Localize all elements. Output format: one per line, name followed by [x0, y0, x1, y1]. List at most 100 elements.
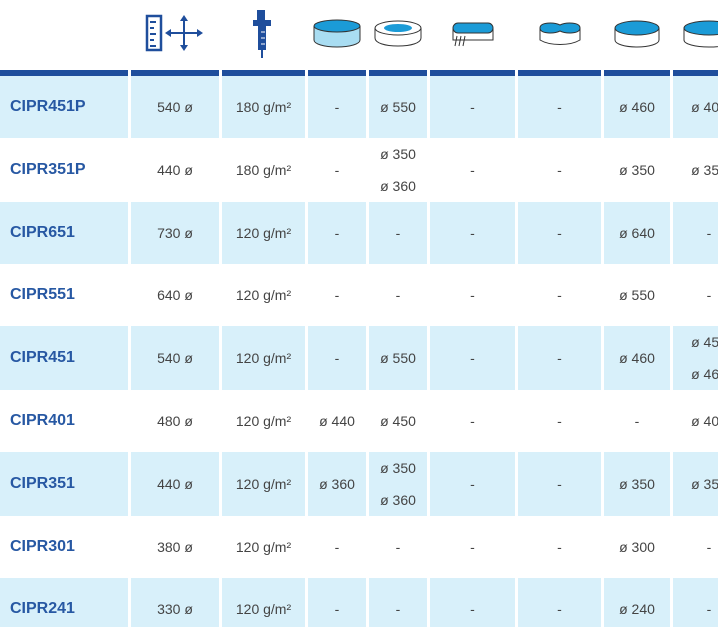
compat-cell: -	[430, 202, 515, 264]
compat-value: -	[706, 539, 712, 555]
compat-value: -	[334, 225, 340, 241]
compat-cell: ø 350	[673, 138, 718, 202]
compat-cell: -	[604, 390, 670, 452]
oval-steel-pool-icon	[430, 0, 515, 76]
table-row: CIPR351 440 ø 120 g/m² ø 360 ø 350 ø 360 - - ø…	[0, 452, 718, 516]
compat-cell: -	[518, 452, 601, 516]
compat-value: -	[557, 539, 562, 555]
size-cell: 330 ø	[131, 578, 219, 627]
compat-cell: -	[518, 516, 601, 578]
compat-value: -	[334, 287, 340, 303]
compat-value: -	[395, 601, 401, 617]
weight-cell: 180 g/m²	[235, 162, 292, 178]
compat-value: -	[395, 287, 401, 303]
product-code: CIPR351	[0, 452, 128, 516]
size-cell: 480 ø	[157, 413, 193, 429]
compat-value: ø 440	[319, 413, 355, 429]
weight-cell: 120 g/m²	[235, 539, 292, 555]
compat-value: ø 550	[380, 99, 416, 115]
compat-cell: ø 460	[604, 76, 670, 138]
compat-value: -	[557, 476, 562, 492]
compat-cell: ø 550	[369, 76, 427, 138]
size-cell: 440 ø	[131, 452, 219, 516]
table-row: CIPR401 480 ø 120 g/m² ø 440 ø 450 - - - ø 400	[0, 390, 718, 452]
compat-cell: -	[518, 138, 601, 202]
compat-cell: -	[430, 138, 515, 202]
compat-cell: ø 450 ø 460	[673, 326, 718, 390]
weight-cell: 120 g/m²	[222, 326, 305, 390]
compat-value: -	[557, 601, 562, 617]
compat-value: -	[470, 413, 475, 429]
compat-value: -	[470, 225, 475, 241]
compat-cell: -	[430, 452, 515, 516]
compat-value: -	[334, 99, 340, 115]
compat-value: ø 460	[691, 366, 718, 382]
compat-cell: ø 550	[369, 326, 427, 390]
compat-value: ø 360	[380, 178, 416, 194]
table-row: CIPR241 330 ø 120 g/m² - - - - ø 240 -	[0, 578, 718, 627]
compat-value: -	[706, 225, 712, 241]
compat-value: ø 400	[691, 99, 718, 115]
compat-cell: -	[673, 578, 718, 627]
figure-eight-pool-icon	[518, 0, 601, 76]
compat-value: -	[334, 539, 340, 555]
compat-value: -	[706, 601, 712, 617]
compat-cell: -	[369, 264, 427, 326]
compat-value: ø 460	[619, 350, 655, 366]
compat-value: -	[470, 99, 475, 115]
compat-cell: ø 350	[604, 452, 670, 516]
header-code	[0, 0, 128, 76]
product-code: CIPR651	[0, 202, 128, 264]
weight-cell: 120 g/m²	[222, 452, 305, 516]
compat-value: ø 350	[691, 162, 718, 178]
compat-cell: -	[518, 390, 601, 452]
product-code: CIPR241	[0, 578, 128, 627]
compat-value: ø 360	[319, 476, 355, 492]
size-cell: 540 ø	[131, 76, 219, 138]
compat-value: ø 450	[380, 413, 416, 429]
compat-cell: ø 360	[308, 452, 366, 516]
round-pool-icon	[673, 0, 718, 76]
size-cell: 640 ø	[157, 287, 193, 303]
product-code: CIPR401	[10, 412, 75, 429]
compat-value: -	[395, 539, 401, 555]
compat-cell: ø 460	[604, 326, 670, 390]
compat-value: -	[470, 162, 475, 178]
compat-cell: -	[430, 390, 515, 452]
product-code: CIPR451	[0, 326, 128, 390]
compat-cell: -	[430, 264, 515, 326]
compat-value: ø 400	[691, 413, 718, 429]
weight-cell: 120 g/m²	[235, 413, 292, 429]
compat-cell: -	[518, 578, 601, 627]
compat-value: ø 640	[619, 225, 655, 241]
compat-cell: -	[430, 578, 515, 627]
size-cell: 730 ø	[131, 202, 219, 264]
compat-cell: -	[430, 326, 515, 390]
compat-value: ø 350	[380, 146, 416, 162]
compat-cell: -	[308, 516, 366, 578]
product-code: CIPR551	[10, 286, 75, 303]
compat-cell: -	[673, 202, 718, 264]
compat-value: -	[634, 413, 640, 429]
product-code: CIPR451P	[0, 76, 128, 138]
product-code: CIPR301	[10, 538, 75, 555]
weight-cell: 120 g/m²	[222, 578, 305, 627]
size-cell: 380 ø	[157, 539, 193, 555]
compat-value: ø 300	[619, 539, 655, 555]
compat-value: ø 350	[380, 460, 416, 476]
compat-cell: ø 350	[604, 138, 670, 202]
table-row: CIPR551 640 ø 120 g/m² - - - - ø 550 -	[0, 264, 718, 326]
compat-value: -	[470, 287, 475, 303]
compat-value: ø 550	[380, 350, 416, 366]
table-row: CIPR351P 440 ø 180 g/m² - ø 350 ø 360 - - ø 35…	[0, 138, 718, 202]
compat-cell: -	[308, 326, 366, 390]
compat-cell: -	[430, 76, 515, 138]
compat-cell: ø 550	[604, 264, 670, 326]
product-code: CIPR351P	[10, 161, 86, 178]
weight-cell: 120 g/m²	[222, 202, 305, 264]
compat-value: -	[470, 539, 475, 555]
compat-cell: ø 440	[308, 390, 366, 452]
compat-cell: ø 240	[604, 578, 670, 627]
compat-cell: -	[673, 264, 718, 326]
